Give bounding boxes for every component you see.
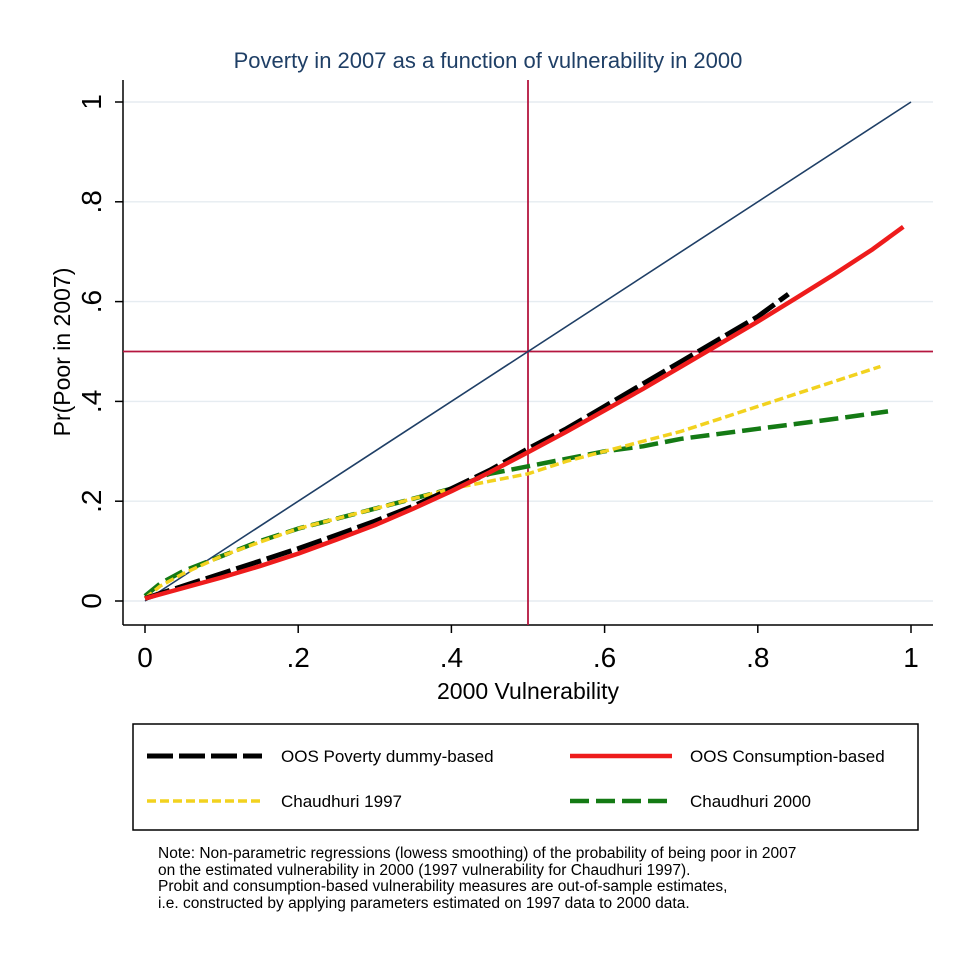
legend-label: Chaudhuri 1997 <box>281 792 402 811</box>
reference-line-diagonal <box>144 101 912 602</box>
legend-label: Chaudhuri 2000 <box>690 792 811 811</box>
note-line: Probit and consumption-based vulnerabili… <box>158 878 728 895</box>
x-tick-label: .6 <box>593 642 616 673</box>
x-tick-label: .8 <box>746 642 769 673</box>
series-line <box>144 292 790 601</box>
plot-area: 0 .2 .4 .6 .8 1 0 .2 .4 .6 .8 1 <box>76 80 933 673</box>
y-tick-label: .2 <box>76 490 107 513</box>
y-axis-label: Pr(Poor in 2007) <box>49 268 75 437</box>
legend-entries: OOS Poverty dummy-based OOS Consumption-b… <box>147 747 885 811</box>
x-tick-label: 0 <box>137 642 153 673</box>
y-tick-label: 0 <box>76 593 107 609</box>
y-tick-label: .4 <box>76 390 107 413</box>
y-tick-label: .8 <box>76 190 107 213</box>
x-tick-label: .2 <box>287 642 310 673</box>
series-line <box>144 224 905 601</box>
x-tick-label: 1 <box>903 642 919 673</box>
x-axis-label: 2000 Vulnerability <box>437 678 619 704</box>
legend-label: OOS Consumption-based <box>690 747 885 766</box>
x-tick-label: .4 <box>440 642 463 673</box>
chart-title: Poverty in 2007 as a function of vulnera… <box>234 48 743 73</box>
y-tick-label: .6 <box>76 290 107 313</box>
note-line: i.e. constructed by applying parameters … <box>158 894 690 912</box>
legend: OOS Poverty dummy-based OOS Consumption-b… <box>132 723 919 831</box>
legend-label: OOS Poverty dummy-based <box>281 747 494 766</box>
y-tick-label: 1 <box>76 94 107 110</box>
legend-box <box>132 723 919 831</box>
series-line <box>143 364 881 600</box>
chart-note: Note: Non-parametric regressions (lowess… <box>158 845 797 912</box>
note-line: Note: Non-parametric regressions (lowess… <box>158 845 797 862</box>
note-line: on the estimated vulnerability in 2000 (… <box>158 861 691 879</box>
